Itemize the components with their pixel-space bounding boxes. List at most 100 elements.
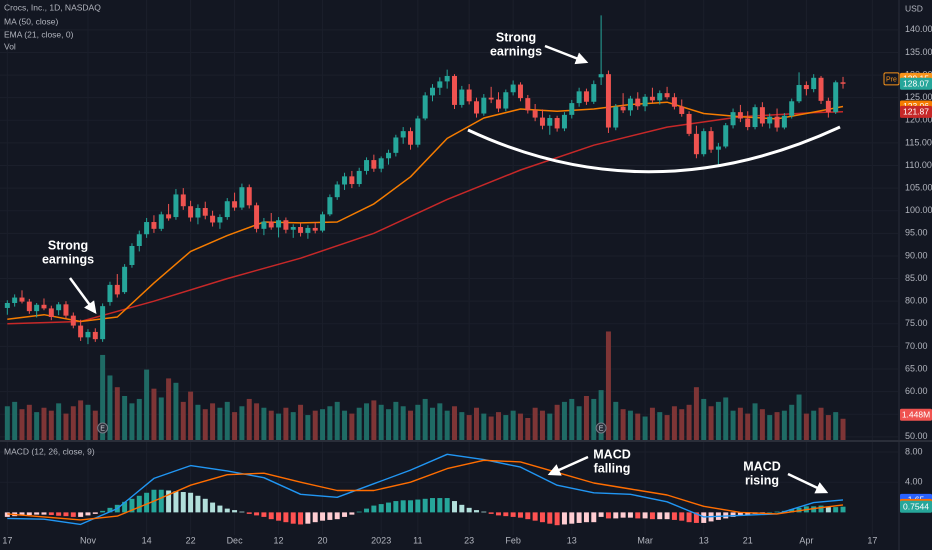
price-tag-label: 121.87 [903,107,929,117]
volume-bar [671,406,677,440]
candle-body [4,302,10,308]
arrow [787,472,829,494]
macd-hist-bar [679,512,685,521]
volume-bar [459,412,465,440]
volume-bar [349,413,355,440]
volume-bar [745,413,751,440]
macd-hist-bar [532,512,538,521]
candle-body [400,131,406,138]
macd-hist-bar [605,512,611,519]
candle-body [745,118,751,128]
macd-line [7,459,844,521]
y-tick-label: 110.00 [905,160,932,170]
macd-hist-bar [774,511,780,513]
macd-hist-bar [811,506,817,513]
candle-body [473,101,479,114]
macd-hist-bar [298,512,304,525]
x-tick-label: 20 [318,535,328,545]
volume-bar [107,375,113,440]
volume-bar [503,415,509,440]
volume-bar [268,410,274,440]
candle-body [495,99,501,109]
candle-body [210,215,216,223]
macd-hist-bar [320,512,326,521]
candle-body [349,176,355,185]
candle-body [261,221,267,229]
y-tick-label: 100.00 [905,205,932,215]
candle-body [78,325,84,338]
volume-bar [811,410,817,440]
macd-hist-bar [737,512,743,516]
volume-bar [202,409,208,440]
price-tag [900,105,932,118]
macd-hist-bar [620,512,626,518]
macd-hist-bar [415,499,421,513]
arrow [547,455,589,476]
volume-bar [605,331,611,440]
x-tick-label: 13 [567,535,577,545]
macd-hist-bar [613,512,619,519]
x-tick-label: 11 [413,535,422,545]
candle-body [217,217,223,223]
macd-hist-bar [261,512,267,517]
macd-hist-bar [730,512,736,517]
price-tag [900,77,932,90]
candle-body [554,118,560,129]
candle-body [334,184,340,198]
volume-bar [774,412,780,440]
annotation-text: rising [745,473,779,487]
macd-hist-bar [503,512,509,517]
macd-hist-bar [495,512,501,516]
candle-body [686,113,692,134]
candle-body [122,266,128,293]
macd-hist-bar [63,512,69,517]
y-tick-label: 140.00 [905,24,932,34]
candle-body [100,306,106,340]
volume-bar [840,418,846,440]
x-tick-label: Feb [505,535,521,545]
volume-bar [217,407,223,440]
macd-hist-bar [452,501,457,513]
candle-body [166,214,172,219]
volume-bar [166,378,172,440]
macd-hist-bar [342,512,348,517]
candle-body [151,222,157,229]
candles [4,15,846,345]
macd-hist-bar [693,512,699,523]
candle-body [371,160,377,169]
candle-body [840,82,846,84]
macd-hist-bar [517,512,523,518]
volume-bar [224,401,230,440]
volume-bar [114,387,120,440]
y-tick-label: 65.00 [905,363,928,373]
legend-ema: EMA (21, close, 0) [4,29,74,39]
volume-bar [767,415,773,440]
macd-hist-bar [254,512,260,516]
volume-bar [473,407,479,440]
candle-body [320,214,326,231]
macd-hist-bar [19,512,25,516]
volume-bar [598,390,604,440]
macd-hist-bar [833,507,839,513]
candle-body [312,227,318,231]
volume-bar [693,387,699,440]
macd-hist-bar [686,512,692,523]
macd-hist-bar [554,512,560,526]
volume-bar [85,404,91,440]
macd-tick-label: 8.00 [905,446,923,456]
candle-body [789,101,795,116]
volume-bar [759,409,765,440]
y-tick-label: 75.00 [905,318,928,328]
price-tag-label: 0.7544 [903,501,929,511]
candle-body [63,304,69,316]
volume-bar [818,407,824,440]
volume-bar [41,407,47,440]
macd-hist-bar [100,510,106,513]
candle-body [283,220,289,230]
candle-body [679,106,685,114]
macd-hist-bar [459,504,465,513]
candle-body [422,95,428,119]
macd-tick-label: 4.00 [905,477,923,487]
volume-bar [679,409,685,440]
